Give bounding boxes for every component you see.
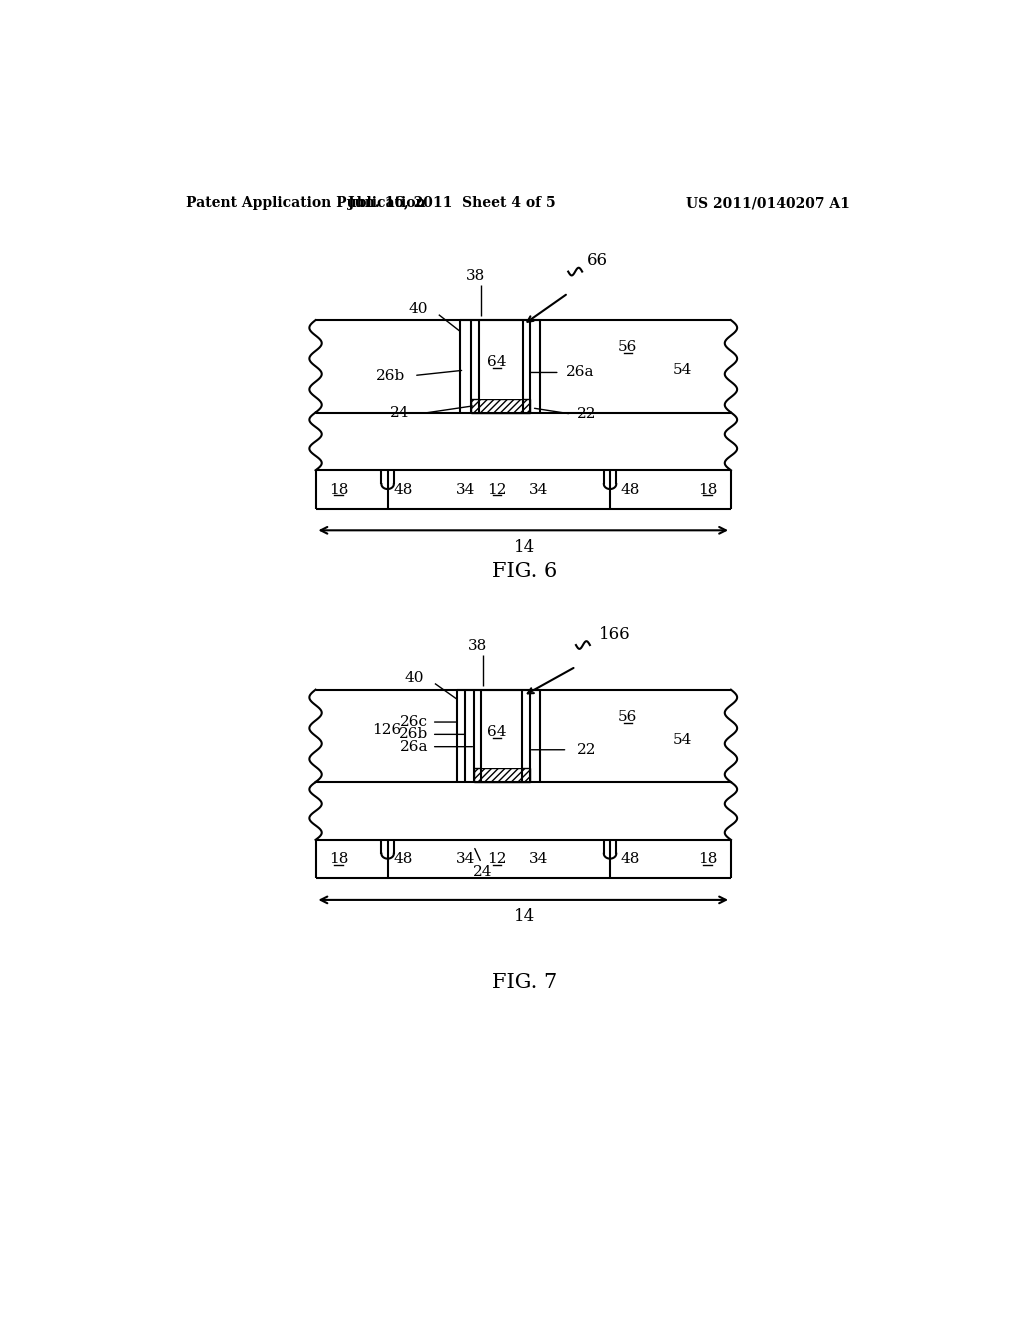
Text: 48: 48 — [393, 483, 413, 496]
Text: 26b: 26b — [376, 368, 406, 383]
Text: Jun. 16, 2011  Sheet 4 of 5: Jun. 16, 2011 Sheet 4 of 5 — [348, 197, 556, 210]
Text: FIG. 6: FIG. 6 — [493, 562, 557, 581]
Bar — [479, 321, 523, 399]
Text: 126: 126 — [373, 723, 401, 737]
Text: 40: 40 — [409, 301, 428, 315]
Text: 64: 64 — [487, 725, 507, 739]
Text: 64: 64 — [487, 355, 507, 370]
Text: 48: 48 — [621, 483, 640, 496]
Text: 66: 66 — [587, 252, 608, 269]
Text: 54: 54 — [673, 733, 692, 747]
Bar — [481, 689, 522, 768]
Text: 166: 166 — [599, 626, 631, 643]
Text: 14: 14 — [514, 539, 536, 556]
Text: 38: 38 — [466, 269, 484, 284]
Text: 54: 54 — [673, 363, 692, 378]
Text: 26c: 26c — [400, 715, 428, 729]
Text: 48: 48 — [621, 853, 640, 866]
Bar — [471, 399, 530, 413]
Text: 12: 12 — [487, 853, 507, 866]
Text: 34: 34 — [456, 853, 475, 866]
Text: 18: 18 — [329, 853, 348, 866]
Text: 24: 24 — [390, 407, 410, 420]
Text: 22: 22 — [578, 407, 597, 421]
Text: 38: 38 — [468, 639, 487, 653]
Text: 14: 14 — [514, 908, 536, 925]
Text: 22: 22 — [578, 743, 597, 756]
Text: 26a: 26a — [399, 739, 428, 754]
Text: 24: 24 — [473, 865, 493, 879]
Text: 40: 40 — [404, 671, 424, 685]
Text: 34: 34 — [529, 853, 549, 866]
Text: 56: 56 — [618, 341, 638, 354]
Text: 34: 34 — [529, 483, 549, 496]
Text: Patent Application Publication: Patent Application Publication — [186, 197, 426, 210]
Text: 26a: 26a — [566, 366, 595, 379]
Text: 18: 18 — [698, 483, 718, 496]
Text: FIG. 7: FIG. 7 — [493, 973, 557, 991]
Text: 12: 12 — [487, 483, 507, 496]
Text: 18: 18 — [329, 483, 348, 496]
Text: 18: 18 — [698, 853, 718, 866]
Bar — [474, 768, 530, 781]
Text: 26b: 26b — [399, 727, 429, 742]
Text: 34: 34 — [456, 483, 475, 496]
Text: US 2011/0140207 A1: US 2011/0140207 A1 — [686, 197, 850, 210]
Text: 56: 56 — [618, 710, 638, 723]
Text: 48: 48 — [393, 853, 413, 866]
